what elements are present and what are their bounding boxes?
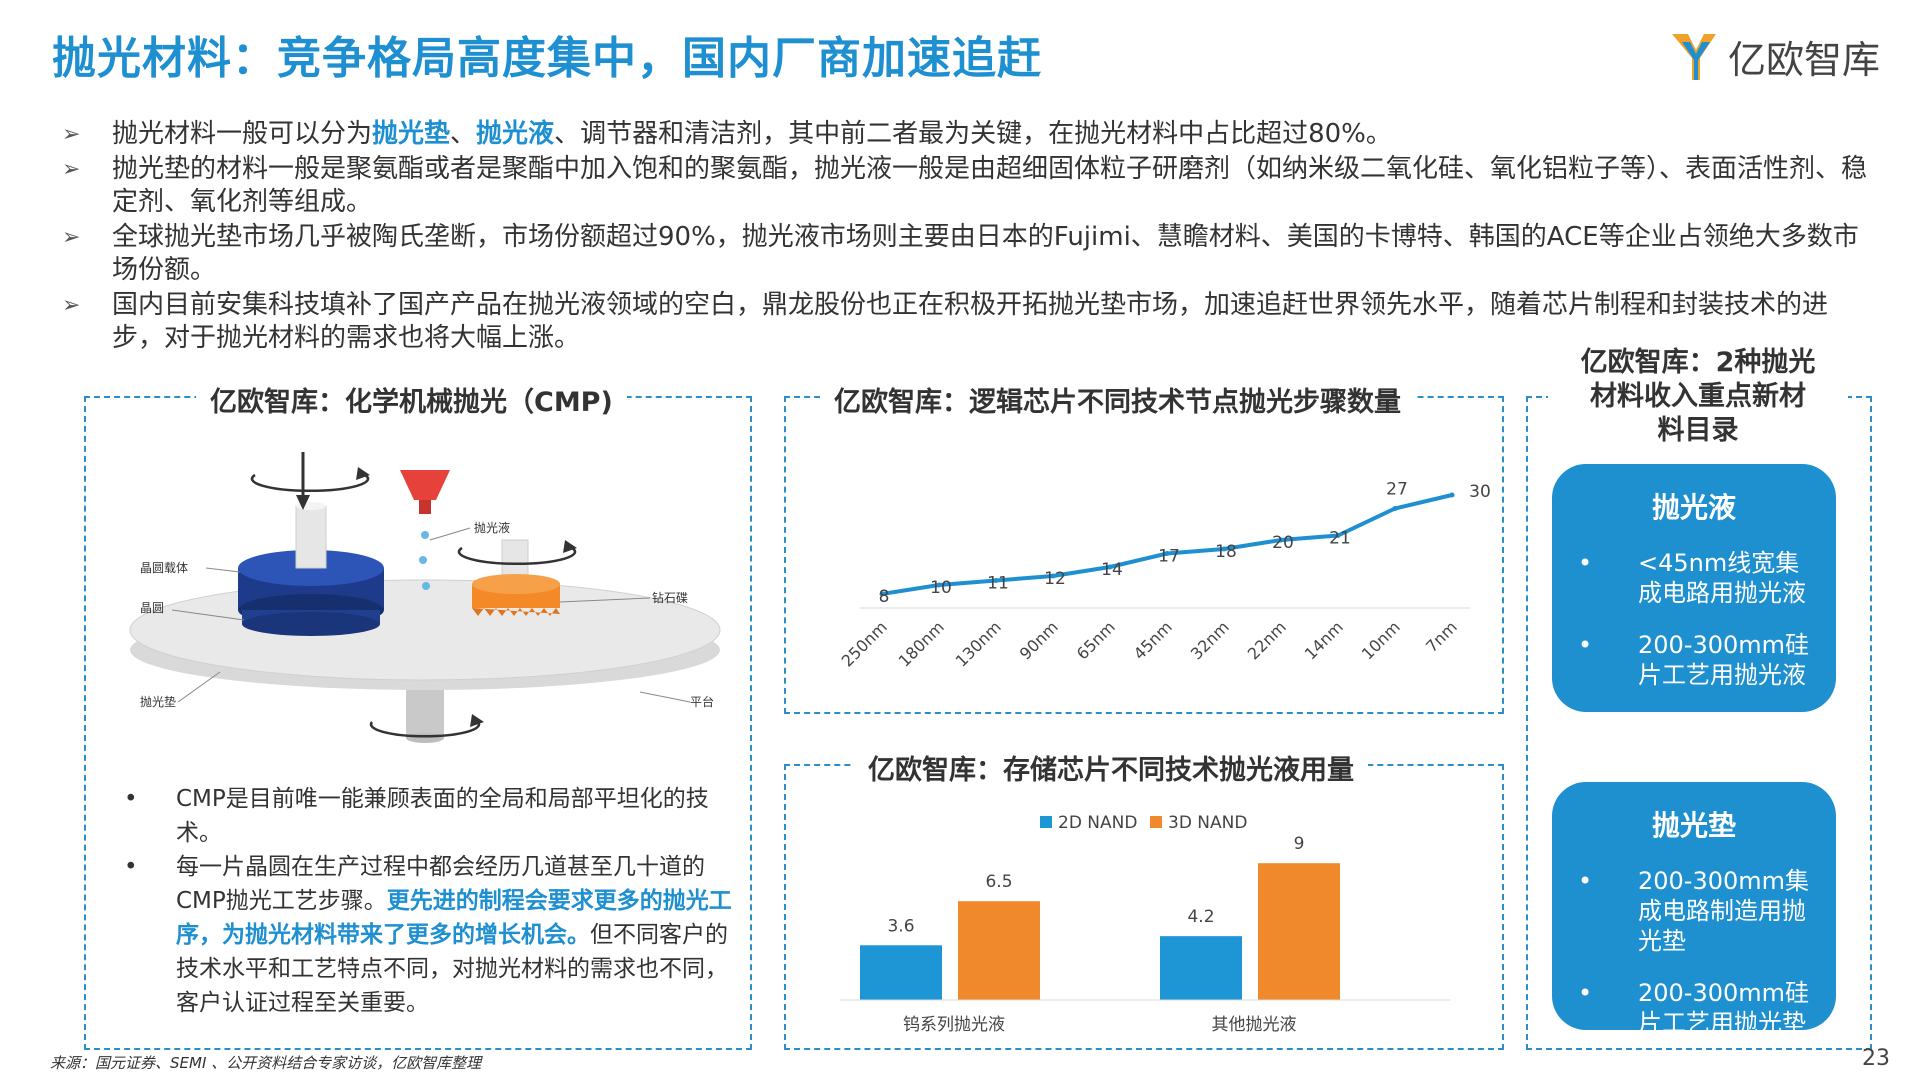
- page-title: 抛光材料：竞争格局高度集中，国内厂商加速追赶: [52, 22, 1042, 86]
- memory-bar-chart: 2D NAND 3D NAND 3.6 6.5 钨系列抛光液 4.2 9 其他抛光液: [800, 800, 1490, 1040]
- bullet-text: 抛光材料一般可以分为: [112, 119, 372, 149]
- memory-chart-title: 亿欧智库：存储芯片不同技术抛光液用量: [854, 748, 1368, 787]
- catalog-title-line: 材料收入重点新材: [1548, 380, 1848, 414]
- data-label: 11: [987, 574, 1009, 594]
- tick-label: 65nm: [1073, 617, 1119, 663]
- page-number: 23: [1862, 1046, 1890, 1071]
- bullet-text: 全球抛光垫市场几乎被陶氏垄断，市场份额超过90%，抛光液市场则主要由日本的Fuj…: [112, 222, 1859, 285]
- wafer: [242, 612, 380, 636]
- label-slurry: 抛光液: [474, 520, 510, 535]
- data-label: 27: [1386, 480, 1408, 500]
- tick-label: 45nm: [1130, 617, 1176, 663]
- arrow-bullet-icon: ➢: [58, 153, 112, 219]
- tick-label: 250nm: [838, 617, 891, 670]
- cmp-bullet-list: • CMP是目前唯一能兼顾表面的全局和局部平坦化的技术。 • 每一片晶圆在生产过程中都…: [120, 782, 740, 1020]
- highlight-text: 抛光垫: [372, 119, 450, 149]
- pad-card: 抛光垫 • 200-300mm集成电路制造用抛光垫 • 200-300mm硅片工艺用…: [1552, 782, 1836, 1030]
- catalog-title-line: 料目录: [1548, 414, 1848, 448]
- label-platen: 平台: [690, 694, 714, 709]
- arrow-bullet-icon: ➢: [58, 221, 112, 287]
- series-line: [882, 495, 1452, 594]
- data-label: 10: [930, 578, 952, 598]
- tick-label: 14nm: [1301, 617, 1347, 663]
- bullet-text: 国内目前安集科技填补了国产产品在抛光液领域的空白，鼎龙股份也正在积极开拓抛光垫市…: [112, 290, 1828, 353]
- slurry-nozzle: [400, 470, 450, 500]
- card-heading: 抛光液: [1552, 486, 1836, 526]
- data-point: [1393, 506, 1398, 511]
- brand-logo: 亿欧智库: [1668, 28, 1880, 84]
- intro-bullet-list: ➢ 抛光材料一般可以分为抛光垫、抛光液、调节器和清洁剂，其中前二者最为关键，在抛光…: [58, 118, 1868, 357]
- cmp-bullet: • 每一片晶圆在生产过程中都会经历几道甚至几十道的CMP抛光工艺步骤。更先进的制程…: [120, 850, 740, 1020]
- logic-chart-title: 亿欧智库：逻辑芯片不同技术节点抛光步骤数量: [820, 380, 1415, 419]
- label-wafer-carrier: 晶圆载体: [140, 561, 188, 575]
- data-label: 30: [1469, 482, 1490, 502]
- bullet-text: CMP是目前唯一能兼顾表面的全局和局部平坦化的技术。: [176, 786, 709, 846]
- bullet-text: 、: [450, 119, 476, 149]
- dot-bullet-icon: •: [120, 850, 176, 1020]
- data-label: 14: [1101, 560, 1123, 580]
- bar: [1160, 936, 1242, 1000]
- card-heading: 抛光垫: [1552, 804, 1836, 844]
- slurry-card: 抛光液 • <45nm线宽集成电路用抛光液 • 200-300mm硅片工艺用抛光液: [1552, 464, 1836, 712]
- data-label: 9: [1294, 834, 1305, 854]
- legend-label: 3D NAND: [1168, 813, 1247, 833]
- label-pad: 抛光垫: [140, 694, 176, 709]
- highlight-text: 抛光液: [476, 119, 554, 149]
- category-label: 其他抛光液: [1212, 1015, 1297, 1035]
- catalog-panel-title: 亿欧智库：2种抛光 材料收入重点新材 料目录: [1548, 346, 1848, 448]
- logo-icon: [1668, 28, 1720, 84]
- category-label: 钨系列抛光液: [903, 1015, 1005, 1035]
- dot-bullet-icon: •: [120, 782, 176, 850]
- source-note: 来源：国元证券、SEMI 、公开资料结合专家访谈，亿欧智库整理: [50, 1052, 481, 1073]
- intro-bullet: ➢ 全球抛光垫市场几乎被陶氏垄断，市场份额超过90%，抛光液市场则主要由日本的Fu…: [58, 221, 1868, 287]
- tick-label: 32nm: [1187, 617, 1233, 663]
- card-item: • 200-300mm硅片工艺用抛光液: [1552, 630, 1836, 690]
- tick-label: 7nm: [1422, 617, 1461, 656]
- data-label: 21: [1329, 529, 1351, 549]
- tick-label: 22nm: [1244, 617, 1290, 663]
- data-label: 6.5: [985, 872, 1012, 892]
- arrow-bullet-icon: ➢: [58, 289, 112, 355]
- legend-label: 2D NAND: [1058, 813, 1137, 833]
- data-label: 4.2: [1187, 907, 1214, 927]
- intro-bullet: ➢ 抛光材料一般可以分为抛光垫、抛光液、调节器和清洁剂，其中前二者最为关键，在抛光…: [58, 118, 1868, 151]
- data-label: 12: [1044, 569, 1066, 589]
- tick-label: 10nm: [1358, 617, 1404, 663]
- intro-bullet: ➢ 抛光垫的材料一般是聚氨酯或者是聚酯中加入饱和的聚氨酯，抛光液一般是由超细固体粒…: [58, 153, 1868, 219]
- legend-swatch: [1150, 816, 1162, 828]
- bullet-text: 、调节器和清洁剂，其中前二者最为关键，在抛光材料中占比超过80%。: [554, 119, 1392, 149]
- bar: [860, 945, 942, 1000]
- data-label: 8: [879, 587, 890, 607]
- bar: [958, 901, 1040, 1000]
- data-point: [1450, 493, 1455, 498]
- catalog-title-line: 亿欧智库：2种抛光: [1548, 346, 1848, 380]
- data-label: 20: [1272, 533, 1294, 553]
- data-label: 17: [1158, 547, 1180, 567]
- data-label: 3.6: [887, 916, 914, 936]
- bar: [1258, 863, 1340, 1000]
- card-item: • <45nm线宽集成电路用抛光液: [1552, 548, 1836, 608]
- legend-swatch: [1040, 816, 1052, 828]
- bullet-text: 抛光垫的材料一般是聚氨酯或者是聚酯中加入饱和的聚氨酯，抛光液一般是由超细固体粒子…: [112, 154, 1867, 217]
- cmp-diagram: 抛光液 晶圆载体 晶圆 钻石碟 抛光垫 平台: [110, 440, 730, 760]
- tick-label: 130nm: [952, 617, 1005, 670]
- logic-line-chart: 8 10 11 12 14 17 18 20 21 27 30 250nm 180nm 130nm 90nm…: [800, 440, 1490, 700]
- label-diamond-disc: 钻石碟: [652, 590, 688, 605]
- data-label: 18: [1215, 542, 1237, 562]
- arrow-bullet-icon: ➢: [58, 118, 112, 151]
- tick-label: 180nm: [895, 617, 948, 670]
- card-item: • 200-300mm集成电路制造用抛光垫: [1552, 866, 1836, 956]
- cmp-bullet: • CMP是目前唯一能兼顾表面的全局和局部平坦化的技术。: [120, 782, 740, 850]
- label-wafer: 晶圆: [140, 601, 164, 615]
- card-item: • 200-300mm硅片工艺用抛光垫: [1552, 978, 1836, 1038]
- cmp-panel-title: 亿欧智库：化学机械抛光（CMP): [196, 380, 627, 419]
- logo-text: 亿欧智库: [1728, 29, 1880, 84]
- tick-label: 90nm: [1016, 617, 1062, 663]
